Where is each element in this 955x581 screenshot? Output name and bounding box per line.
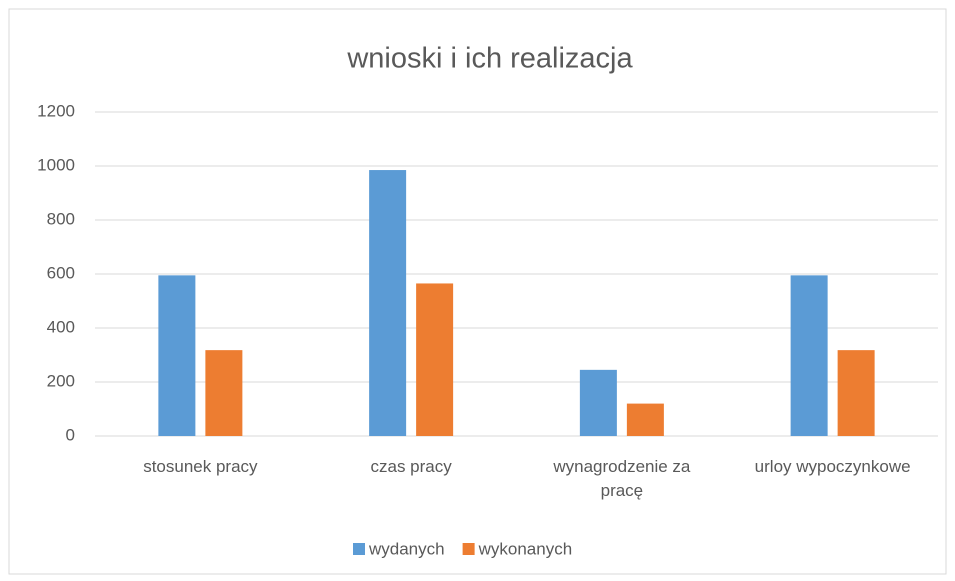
legend-swatch [353,543,365,555]
y-tick-label: 1000 [37,155,75,174]
x-tick-label: urloy wypoczynkowe [754,457,911,476]
bar [837,350,875,436]
y-tick-label: 400 [47,317,75,336]
legend-swatch [462,543,475,555]
y-tick-label: 200 [47,371,75,390]
legend-label: wydanych [368,539,445,558]
x-tick-label: czas pracy [370,457,452,476]
chart-title: wnioski i ich realizacja [346,43,633,75]
bar [626,403,664,436]
y-tick-label: 800 [47,209,75,228]
bar [205,350,243,436]
bar [158,275,196,436]
y-tick-label: 1200 [37,101,75,120]
y-tick-label: 600 [47,263,75,282]
y-tick-label: 0 [66,425,75,444]
bar [369,170,407,437]
bar [579,369,617,436]
bar [790,275,828,436]
x-tick-label: stosunek pracy [143,457,258,476]
legend-label: wykonanych [478,539,573,558]
x-tick-label: wynagrodzenie za pracę [553,457,691,500]
bar [416,283,454,436]
